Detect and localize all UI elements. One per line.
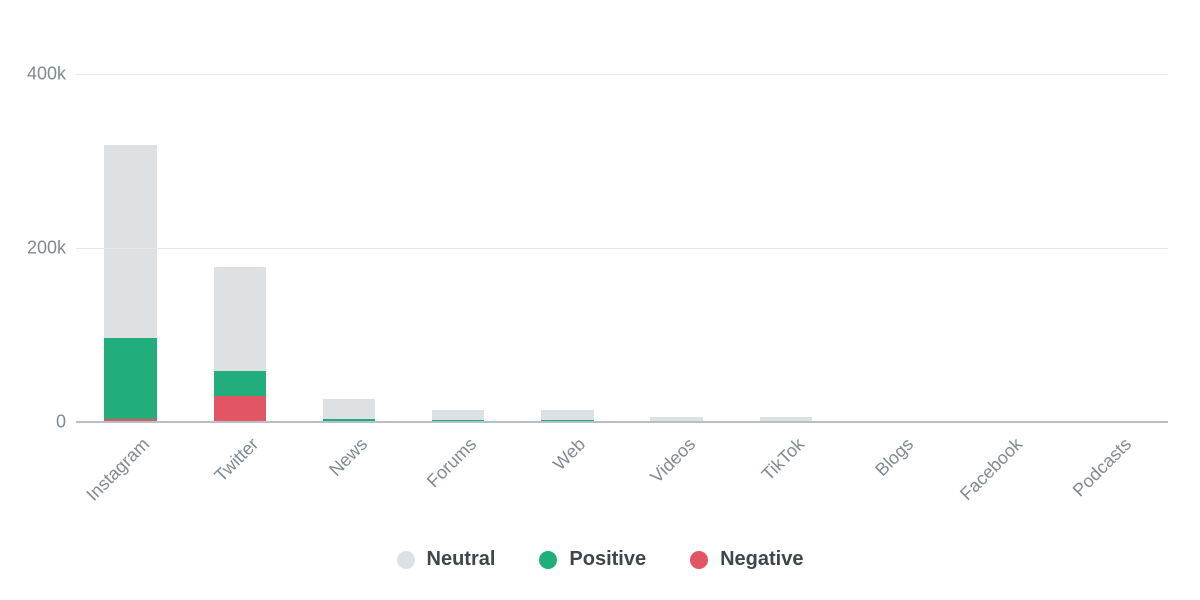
bar-segment-negative xyxy=(214,396,266,422)
negative-swatch-icon xyxy=(690,551,708,569)
positive-swatch-icon xyxy=(539,551,557,569)
sentiment-by-source-chart: 0 200k 400k Instagram Twitter News Forums Web Vi… xyxy=(0,0,1200,600)
legend-label: Positive xyxy=(569,548,646,571)
y-tick-label: 0 xyxy=(6,412,66,433)
legend: Neutral Positive Negative xyxy=(0,548,1200,571)
gridline xyxy=(76,248,1168,249)
legend-item-positive[interactable]: Positive xyxy=(539,548,646,571)
bars-container xyxy=(76,30,1168,422)
legend-item-negative[interactable]: Negative xyxy=(690,548,803,571)
neutral-swatch-icon xyxy=(397,551,415,569)
x-tick-label: Videos xyxy=(646,434,700,488)
bar-segment-neutral xyxy=(432,410,484,420)
x-tick-label: Forums xyxy=(423,434,481,492)
y-tick-label: 400k xyxy=(6,63,66,84)
bar-segment-positive xyxy=(104,338,156,418)
x-tick-label: Web xyxy=(549,434,590,475)
bar-segment-neutral xyxy=(541,410,593,420)
legend-item-neutral[interactable]: Neutral xyxy=(397,548,496,571)
x-tick-label: Podcasts xyxy=(1069,434,1136,501)
bar-segment-positive xyxy=(214,371,266,395)
x-tick-label: Facebook xyxy=(956,434,1027,505)
bar[interactable] xyxy=(323,399,375,422)
baseline xyxy=(76,421,1168,423)
plot-area: 0200k400kInstagramTwitterNewsForumsWebVi… xyxy=(76,30,1168,422)
bar-segment-neutral xyxy=(323,399,375,418)
bar[interactable] xyxy=(214,267,266,422)
gridline xyxy=(76,74,1168,75)
x-tick-label: Blogs xyxy=(871,434,918,481)
legend-label: Negative xyxy=(720,548,803,571)
x-tick-label: TikTok xyxy=(757,434,808,485)
legend-label: Neutral xyxy=(427,548,496,571)
x-tick-label: News xyxy=(325,434,372,481)
bar[interactable] xyxy=(104,145,156,422)
y-tick-label: 200k xyxy=(6,237,66,258)
x-tick-label: Twitter xyxy=(210,434,262,486)
bar-segment-neutral xyxy=(214,267,266,372)
x-tick-label: Instagram xyxy=(82,434,153,505)
bar-segment-neutral xyxy=(104,145,156,338)
